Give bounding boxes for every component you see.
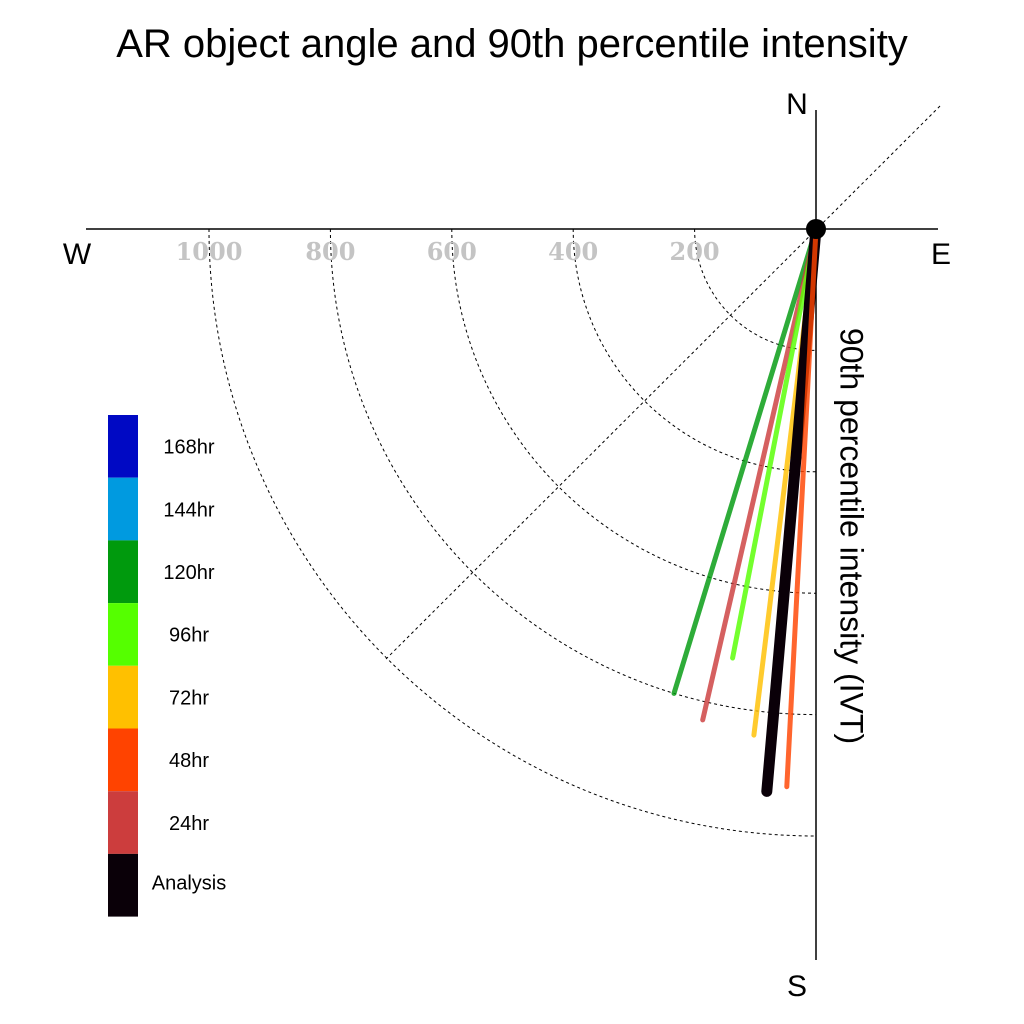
legend-swatch-24hr (108, 791, 138, 854)
legend-swatch-48hr (108, 728, 138, 792)
legend-label-120hr: 120hr (163, 562, 214, 584)
vector-48hr (784, 226, 819, 790)
legend-swatch-168hr (108, 415, 138, 478)
ring-labels: 1000 800 600 400 200 (176, 237, 720, 266)
vector-96hr (730, 226, 819, 661)
chart-title: AR object angle and 90th percentile inte… (116, 22, 908, 66)
forecast-vectors (671, 223, 822, 797)
ring-label: 600 (427, 237, 477, 266)
radial-axis-label: 90th percentile intensity (IVT) (834, 328, 870, 744)
compass-west-label: W (63, 238, 92, 271)
ring-label: 400 (548, 237, 598, 266)
legend-label-72hr: 72hr (169, 687, 209, 709)
origin-marker (806, 219, 826, 239)
legend-swatch-96hr (108, 603, 138, 666)
compass-north-label: N (786, 88, 808, 121)
legend-swatch-120hr (108, 540, 138, 604)
legend-label-144hr: 144hr (163, 499, 214, 521)
legend-label-96hr: 96hr (169, 625, 209, 647)
ring-label: 200 (670, 237, 720, 266)
ring-label: 1000 (176, 237, 243, 266)
vector-24hr (700, 226, 819, 723)
legend-swatch-analysis (108, 853, 138, 917)
legend-swatch-72hr (108, 665, 138, 729)
legend-label-168hr: 168hr (163, 437, 214, 459)
legend-label-analysis: Analysis (152, 873, 226, 895)
vector-120hr (671, 226, 819, 696)
compass-east-label: E (931, 238, 951, 271)
diagonal-reference-line (385, 105, 941, 660)
legend-label-24hr: 24hr (169, 813, 209, 835)
legend-label-48hr: 48hr (169, 750, 209, 772)
legend: 168hr 144hr 120hr 96hr 72hr 48hr 24hr Analysis (108, 415, 226, 917)
ring-label: 800 (305, 237, 355, 266)
ring-800 (329, 228, 817, 716)
vector-analysis (761, 223, 822, 797)
legend-swatch-144hr (108, 477, 138, 541)
compass-south-label: S (787, 970, 807, 1003)
